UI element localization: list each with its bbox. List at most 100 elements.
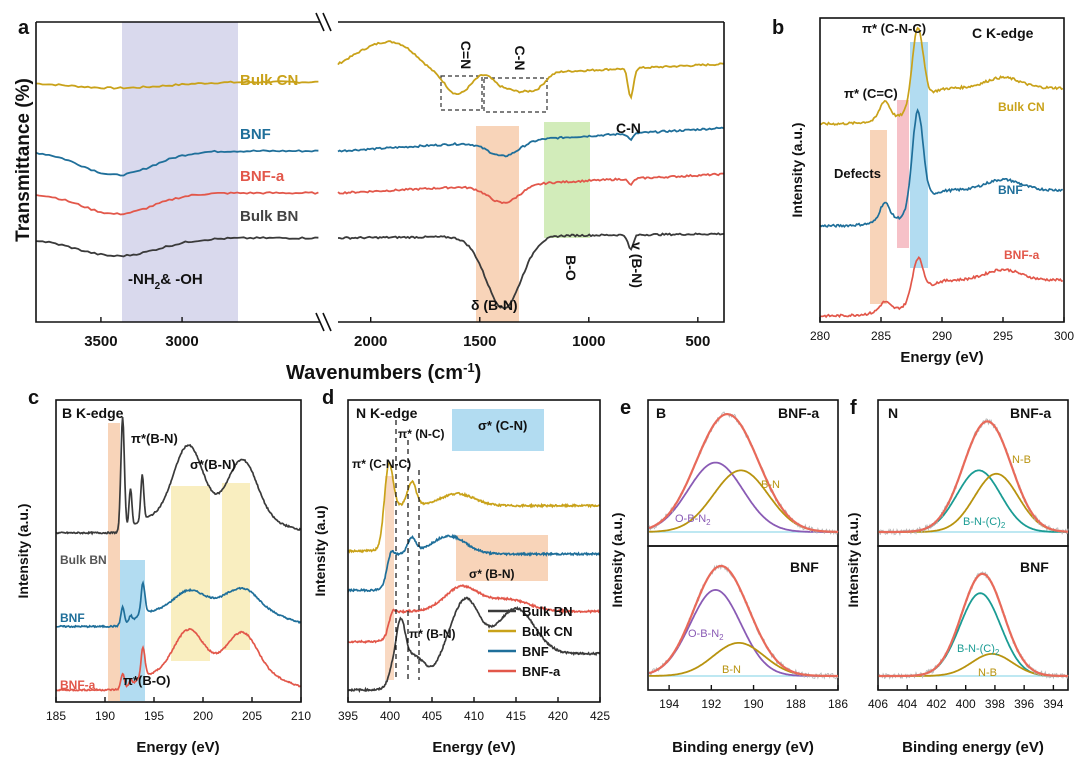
panel-b-ticks: 280 285 290 295 300 [810, 317, 1074, 343]
label-b-o: B-O [563, 255, 579, 281]
a-tick-label-2000: 2000 [354, 333, 387, 350]
a-tick-label-3000: 3000 [165, 333, 198, 350]
e-tick-label-190: 190 [744, 697, 764, 711]
panel-e-series [648, 411, 839, 680]
c-tick-label-195: 195 [144, 709, 164, 723]
box-cn-single [483, 77, 548, 113]
panel-b-edge: C K-edge [972, 25, 1034, 41]
label-bnf-a: BNF-a [240, 168, 285, 185]
f-tick-label-396: 396 [1014, 697, 1034, 711]
panel-d-xlabel: Energy (eV) [432, 739, 515, 756]
label-delta-bn: δ (B-N) [471, 297, 518, 313]
band-bn-bend [476, 126, 519, 322]
c-tick-label-205: 205 [242, 709, 262, 723]
label-bnf: BNF [240, 126, 271, 143]
d-legend-label-bulk_cn: Bulk CN [522, 624, 573, 639]
panel-f-ticks: 406 404 402 400 398 396 394 [868, 685, 1064, 711]
f-tick-label-400: 400 [956, 697, 976, 711]
e-bottom-envelope [648, 564, 838, 678]
f-top-envelope [878, 420, 1068, 534]
a-tick-label-3500: 3500 [84, 333, 117, 350]
panel-b: b 280 285 290 295 300 Intensity (a.u.) Energ… [772, 17, 1074, 366]
panel-d-ticks: 395 400 405 410 415 420 425 [338, 697, 610, 723]
panel-f-letter: f [850, 397, 857, 419]
panel-f-ylabel: Intensity (a.u.) [845, 513, 861, 608]
c-label-bulk-bn: Bulk BN [60, 553, 107, 567]
d-tick-label-425: 425 [590, 709, 610, 723]
label-bulk-bn: Bulk BN [240, 208, 298, 225]
e-tick-label-188: 188 [786, 697, 806, 711]
panel-a: a 3500 3000 2000 1500 1000 500 Transmittance … [13, 12, 725, 384]
label-defects: Defects [834, 166, 881, 181]
f-tick-label-398: 398 [985, 697, 1005, 711]
band-pi-cc [897, 100, 909, 248]
c-label-bnf: BNF [60, 611, 85, 625]
panel-e: e 194 192 190 188 186 Intensity (a.u.) Bindi… [609, 397, 848, 756]
panel-d-ylabel: Intensity (a.u) [312, 505, 328, 596]
c-tick-label-190: 190 [95, 709, 115, 723]
a-series-bulk_bn-right [338, 232, 724, 310]
a-tick-label-500: 500 [685, 333, 710, 350]
panel-d: d 395 400 405 410 415 420 425 Intensity (a.u) … [312, 387, 610, 756]
label-d-sigma-bn: σ* (B-N) [469, 567, 515, 581]
panel-c-frame [55, 399, 302, 703]
a-tick-label-1500: 1500 [463, 333, 496, 350]
d-legend-label-bulk_bn: Bulk BN [522, 604, 573, 619]
f-label-nb-top: N-B [1012, 454, 1031, 466]
d-band-sigma-cn [452, 409, 544, 451]
b-series-bulk_cn [819, 26, 1064, 126]
c-series-bulk_bn [55, 417, 302, 536]
b-tick-label-300: 300 [1054, 329, 1074, 343]
panel-e-bottom-frame [647, 545, 839, 691]
b-series-bnf_a [819, 256, 1064, 319]
panel-c-series [55, 417, 302, 692]
label-v-bn: v (B-N) [629, 242, 645, 288]
axis-break-top [315, 12, 332, 32]
a-series-bnf-left [35, 149, 319, 177]
f-bottom-peak-teal [878, 592, 1068, 677]
panel-c-edge: B K-edge [62, 405, 124, 421]
label-nh-oh: -NH2& -OH [128, 271, 203, 292]
panel-b-letter: b [772, 17, 784, 39]
nh-sub: 2 [155, 281, 161, 292]
panel-f-element: N [888, 405, 898, 421]
e-label-bn-top: B-N [761, 479, 780, 491]
a-series-bnf_a-left [35, 191, 319, 216]
nh-suffix: & -OH [160, 271, 203, 288]
label-c-pi-bn: π*(B-N) [131, 431, 178, 446]
b-tick-label-280: 280 [810, 329, 830, 343]
panel-e-ticks: 194 192 190 188 186 [659, 685, 848, 711]
d-tick-label-420: 420 [548, 709, 568, 723]
panel-a-ticks: 3500 3000 2000 1500 1000 500 [84, 317, 710, 350]
d-tick-label-415: 415 [506, 709, 526, 723]
f-tick-label-402: 402 [926, 697, 946, 711]
e-top-envelope [648, 412, 838, 533]
c-tick-label-185: 185 [46, 709, 66, 723]
panel-f-series [878, 418, 1069, 680]
panel-e-top-label: BNF-a [778, 405, 819, 421]
label-d-sigma-cn: σ* (C-N) [478, 418, 527, 433]
a-series-bulk_cn-left [35, 80, 319, 90]
a-series-bnf-right [337, 126, 724, 158]
panel-d-edge: N K-edge [356, 405, 418, 421]
panel-a-axis-left [35, 22, 320, 323]
d-band-sigma-bn [456, 535, 548, 581]
b-label-bnf: BNF [998, 183, 1023, 197]
panel-c-letter: c [28, 387, 39, 409]
b-tick-label-290: 290 [932, 329, 952, 343]
band-nh-oh [122, 22, 238, 322]
c-band-sigma1 [171, 486, 210, 661]
f-tick-label-404: 404 [897, 697, 917, 711]
c-band-pi-bn [108, 423, 120, 701]
panel-c-xlabel: Energy (eV) [136, 739, 219, 756]
box-cn-double [440, 75, 483, 111]
label-pi-cc: π* (C=C) [844, 86, 898, 101]
c-tick-label-210: 210 [291, 709, 311, 723]
label-d-pi-cnc: π* (C-N-C) [352, 457, 411, 471]
panel-e-ylabel: Intensity (a.u.) [609, 513, 625, 608]
label-pi-cnc: π* (C-N-C) [862, 21, 926, 36]
e-tick-label-194: 194 [659, 697, 679, 711]
panel-b-xlabel: Energy (eV) [900, 349, 983, 366]
panel-e-bottom-label: BNF [790, 559, 819, 575]
axis-break-bottom [315, 312, 332, 332]
